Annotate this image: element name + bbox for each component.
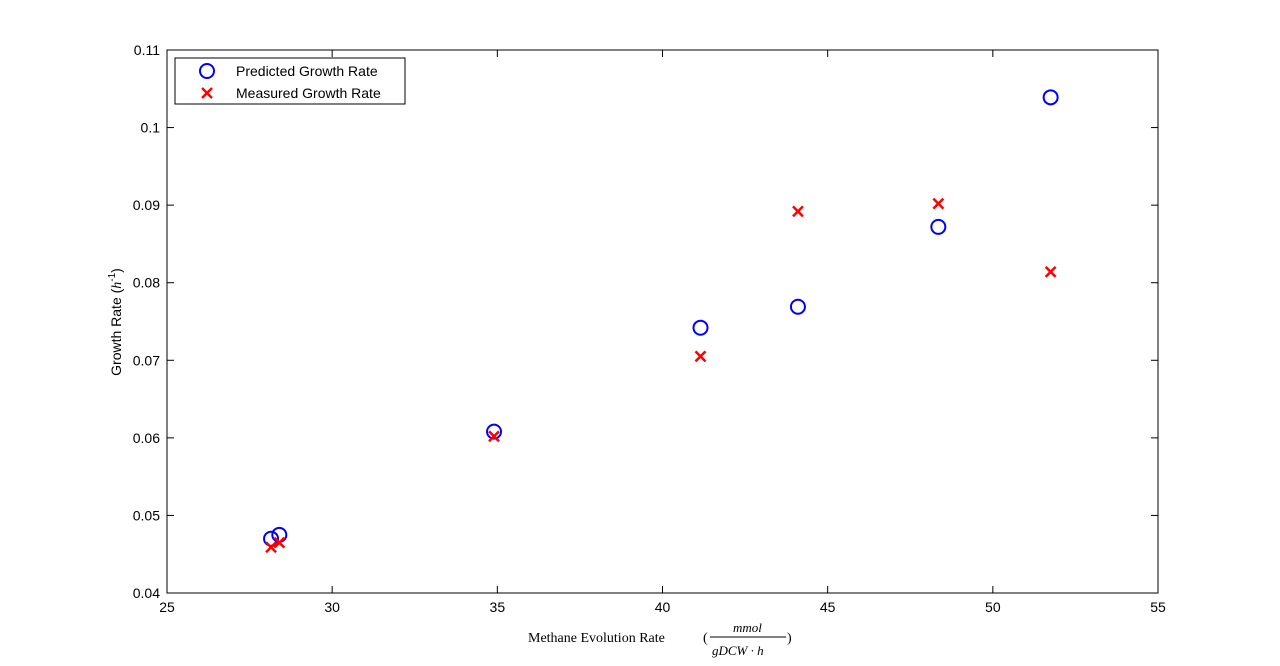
svg-text:(: (: [703, 631, 708, 646]
measured-point: [792, 205, 804, 218]
axis-tick-labels: 25 30 35 40 45 50 55 0.04 0.05 0.06 0.07 0.08 0.09 0.…: [133, 42, 1166, 615]
predicted-point: [1042, 89, 1059, 106]
x-tick-label: 50: [985, 599, 1001, 615]
axis-ticks: [166, 49, 1159, 594]
x-tick-label: 30: [324, 599, 340, 615]
predicted-point: [486, 423, 503, 440]
measured-point: [265, 541, 277, 554]
legend-box: [174, 57, 406, 105]
predicted-point: [789, 298, 806, 315]
y-tick-label: 0.04: [133, 585, 160, 601]
plot-area: [166, 49, 1159, 594]
measured-point: [273, 536, 286, 549]
y-tick-label: 0.1: [141, 120, 161, 136]
measured-point: [1044, 265, 1057, 278]
y-tick-label: 0.05: [133, 507, 160, 523]
x-tick-label: 45: [820, 599, 836, 615]
svg-text:Methane Evolution Rate: Methane Evolution Rate: [528, 631, 665, 646]
x-tick-label: 40: [655, 599, 671, 615]
x-tick-label: 25: [159, 599, 175, 615]
legend-label-predicted: Predicted Growth Rate: [236, 63, 378, 79]
legend-marker-measured: [201, 87, 213, 99]
measured-point: [694, 350, 707, 363]
x-tick-label: 55: [1150, 599, 1166, 615]
y-axis-label: Growth Rate (h-1): [107, 268, 125, 376]
y-tick-label: 0.06: [133, 430, 160, 446]
y-tick-label: 0.09: [133, 197, 160, 213]
y-tick-label: 0.08: [133, 275, 160, 291]
measured-point: [488, 430, 500, 443]
measured-point: [932, 197, 945, 210]
x-tick-label: 35: [490, 599, 506, 615]
y-tick-label: 0.07: [133, 352, 160, 368]
predicted-point: [930, 218, 947, 235]
svg-text:gDCW · h: gDCW · h: [712, 643, 764, 658]
legend-label-measured: Measured Growth Rate: [236, 85, 381, 101]
x-axis-label: Methane Evolution Rate ( mmol gDCW · h ): [528, 620, 792, 658]
legend: Predicted Growth Rate Measured Growth Ra…: [174, 57, 406, 105]
svg-text:): ): [787, 631, 792, 646]
svg-text:mmol: mmol: [733, 620, 762, 635]
predicted-point: [692, 319, 709, 336]
legend-marker-predicted: [199, 63, 215, 79]
y-tick-label: 0.11: [134, 42, 160, 58]
data-points: [263, 89, 1059, 554]
